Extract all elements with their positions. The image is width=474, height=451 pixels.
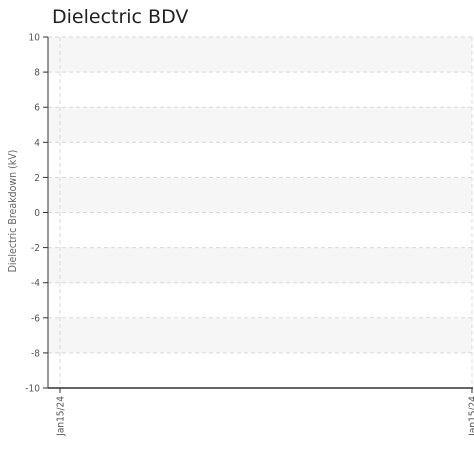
y-tick-label: -8 bbox=[31, 348, 40, 359]
y-axis-label: Dielectric Breakdown (kV) bbox=[7, 150, 19, 273]
y-tick-label: 10 bbox=[29, 33, 41, 44]
y-tick-label: 6 bbox=[34, 103, 40, 114]
y-tick-label: -6 bbox=[31, 313, 40, 324]
chart-title: Dielectric BDV bbox=[52, 6, 189, 28]
y-tick-label: 2 bbox=[34, 173, 40, 184]
y-tick-label: 4 bbox=[34, 138, 40, 149]
plot-band bbox=[48, 177, 472, 213]
y-tick-label: -2 bbox=[31, 243, 40, 254]
plot-band bbox=[48, 37, 472, 73]
y-tick-label: -4 bbox=[31, 278, 40, 289]
y-tick-label: 0 bbox=[34, 208, 40, 219]
y-tick-label: -10 bbox=[25, 384, 40, 395]
plot-band bbox=[48, 247, 472, 283]
plot-band bbox=[48, 317, 472, 353]
plot-band bbox=[48, 107, 472, 143]
x-tick-label: Jan15/24 bbox=[56, 396, 67, 437]
x-tick-label: Jan15/24 bbox=[468, 396, 474, 437]
y-tick-label: 8 bbox=[34, 68, 40, 79]
